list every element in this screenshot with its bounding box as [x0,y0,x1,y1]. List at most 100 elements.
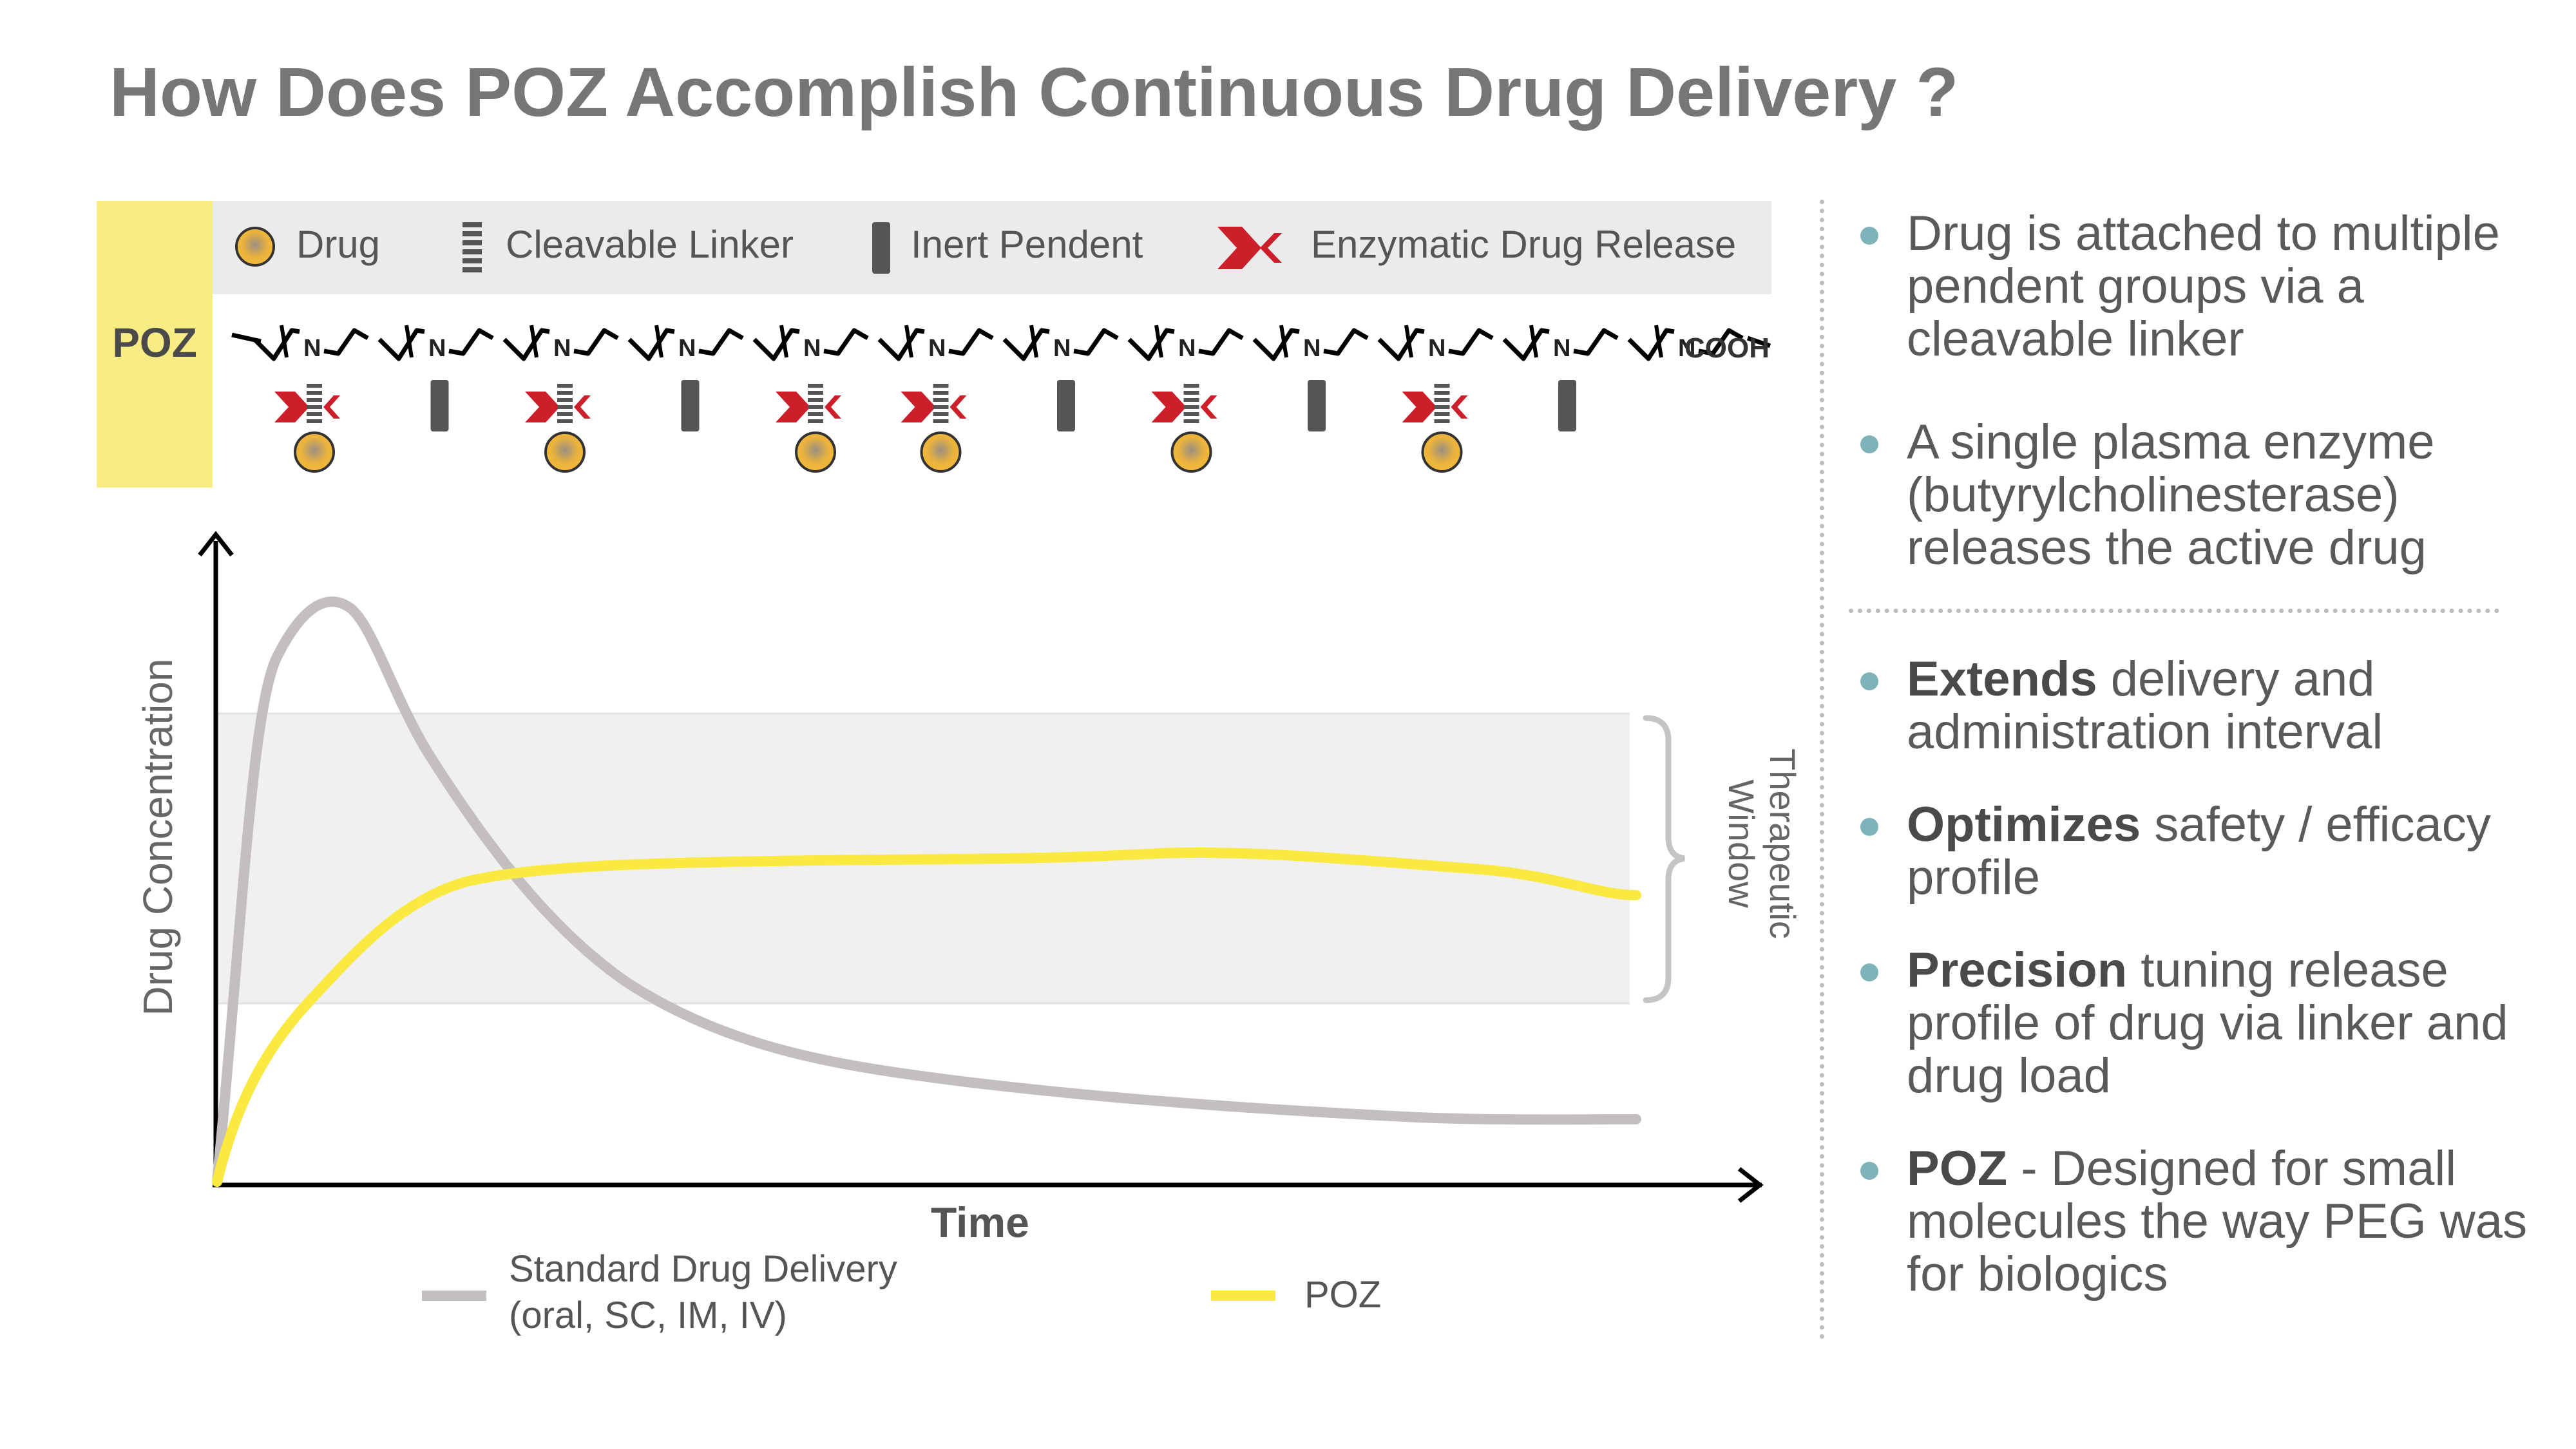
inert-pendent-icon [872,222,890,274]
drug-sphere-icon [795,431,836,473]
nitrogen-label: N [1553,335,1570,362]
linker-segment [557,419,573,423]
linker-segment [1183,405,1199,409]
enzyme-cleave-icon [1451,395,1468,419]
linker-segment [1434,412,1450,416]
enzyme-cleave-icon [949,395,967,419]
enzyme-cleave-icon [776,392,810,422]
inert-pendent [1057,380,1075,431]
poz-curve [212,848,1641,1187]
chain-bond [323,328,369,356]
linker-segment [307,419,322,423]
drug-pendent [776,384,841,473]
drug-sphere-icon [1170,431,1212,473]
bullet-item: Extends delivery and administration inte… [1855,653,2564,759]
enzyme-cleave-icon [1402,392,1437,422]
linker-segment [307,405,322,409]
linker-segment [808,412,823,416]
benefit-bullets: Extends delivery and administration inte… [1855,653,2564,1341]
chain-bond [1746,336,1771,348]
inert-pendent [430,380,449,431]
bullet-dot-icon [1860,227,1878,245]
nitrogen-label: N [1678,335,1695,362]
enzyme-cleave-icon [1217,227,1282,269]
linker-segment [1183,398,1199,402]
linker-segment [1183,384,1199,388]
linker-segment [307,391,322,395]
linker-segment [1434,419,1450,423]
therapeutic-window-brace [1643,715,1685,1003]
nitrogen-label: N [803,335,821,362]
linker-segment [933,391,949,395]
nitrogen-label: N [1178,335,1196,362]
drug-pendent [274,384,340,473]
chain-bond [1573,328,1619,356]
vertical-divider [1820,200,1824,1340]
chain-bond [1654,325,1663,358]
legend-pendent-label: Inert Pendent [911,223,1143,266]
nitrogen-label: N [928,335,946,362]
linker-segment [808,398,823,402]
legend-drug-label: Drug [296,223,381,266]
cleavable-linker-icon [463,222,482,272]
drug-sphere-icon [544,431,586,473]
enzyme-cleave-icon [825,395,841,419]
linker-segment [307,384,322,388]
chain-bond [823,328,869,356]
chain-bond [1698,328,1744,356]
drug-sphere-icon [294,431,335,473]
standard-delivery-curve [212,596,1641,1187]
enzyme-cleave-icon [1151,392,1187,422]
enzyme-cleave-icon [525,392,560,422]
y-axis-label: Drug Concentration [135,658,181,1016]
drug-pendent [1402,384,1468,473]
mechanism-bullets: Drug is attached to multiple pendent gro… [1855,207,2564,625]
linker-segment [307,412,322,416]
drug-pendent [1151,384,1217,473]
inert-pendent [1558,380,1576,431]
linker-segment [808,384,823,388]
linker-segment [557,384,573,388]
drug-sphere-icon [1421,431,1463,473]
chain-bond [1323,328,1369,356]
linker-segment [933,419,949,423]
enzyme-cleave-icon [323,395,340,419]
chain-bond [1154,325,1163,358]
chain-bond [405,325,414,358]
y-axis [198,531,234,1185]
linker-segment [1183,391,1199,395]
chain-bond [530,325,539,358]
linker-segment [557,391,573,395]
linker-segment [1183,419,1199,423]
chain-bond [1198,328,1244,356]
chain-bond [1404,325,1413,358]
linker-segment [808,419,823,423]
chain-bond [1279,325,1288,358]
enzyme-cleave-icon [274,392,309,422]
chain-bond [779,325,788,358]
legend-bar [213,201,1771,294]
chain-bond [698,328,744,356]
bullet-item: Precision tuning release profile of drug… [1855,944,2564,1103]
linker-segment [1183,412,1199,416]
chain-bond [1448,328,1494,356]
chain-bond [1529,325,1538,358]
legend-poz-label: POZ [1304,1274,1382,1316]
nitrogen-label: N [428,335,446,362]
linker-segment [933,398,949,402]
drug-pendent [901,384,967,473]
nitrogen-label: N [678,335,696,362]
chain-end-label: COOH [1684,332,1770,364]
chain-bond [448,328,494,356]
chain-bond [1073,328,1119,356]
drug-pendent [525,384,591,473]
bullet-item: A single plasma enzyme (butyrylcholinest… [1855,416,2564,574]
x-axis-label: Time [931,1198,1029,1246]
legend-linker-label: Cleavable Linker [506,223,794,266]
linker-segment [933,412,949,416]
nitrogen-label: N [1303,335,1321,362]
